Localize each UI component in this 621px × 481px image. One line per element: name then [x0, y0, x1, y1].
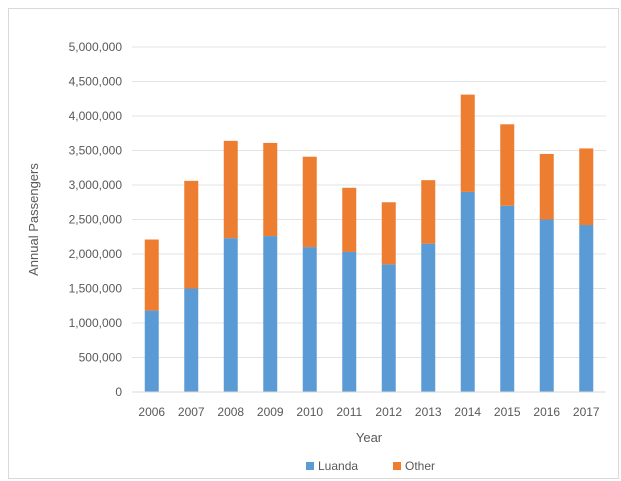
bar-other-2006 [144, 239, 159, 311]
y-tick-label: 4,500,000 [69, 75, 123, 89]
y-axis-title: Annual Passengers [26, 163, 41, 276]
legend-swatch-other [393, 462, 401, 470]
bar-luanda-2014 [460, 191, 475, 392]
bar-other-2011 [342, 187, 357, 252]
x-tick-label: 2015 [494, 405, 521, 419]
bar-luanda-2016 [539, 219, 554, 392]
y-tick-label: 0 [115, 385, 122, 399]
y-tick-label: 2,000,000 [69, 247, 123, 261]
y-tick-label: 500,000 [79, 351, 123, 365]
bar-luanda-2012 [381, 264, 396, 392]
legend-label-other: Other [405, 459, 435, 473]
bar-other-2017 [579, 148, 594, 226]
x-axis-ticks: 2006 2007 2008 2009 2010 2011 2012 2013 2014 2015… [138, 405, 600, 419]
x-tick-label: 2010 [296, 405, 323, 419]
bar-other-2009 [263, 142, 278, 237]
x-tick-label: 2012 [375, 405, 402, 419]
bar-luanda-2017 [579, 225, 594, 392]
x-tick-label: 2016 [533, 405, 560, 419]
bar-other-2014 [460, 94, 475, 192]
bars [144, 94, 594, 392]
bar-other-2015 [500, 124, 515, 206]
bar-luanda-2008 [223, 238, 238, 392]
x-axis-title: Year [356, 430, 383, 445]
x-tick-label: 2017 [573, 405, 600, 419]
y-axis-ticks: 0 500,000 1,000,000 1,500,000 2,000,000 2,500… [69, 40, 123, 399]
bar-luanda-2013 [421, 243, 436, 392]
y-tick-label: 1,000,000 [69, 316, 123, 330]
bar-luanda-2007 [184, 288, 199, 392]
y-tick-label: 1,500,000 [69, 282, 123, 296]
bar-other-2016 [539, 153, 554, 220]
y-tick-label: 4,000,000 [69, 109, 123, 123]
bar-other-2013 [421, 180, 436, 244]
y-tick-label: 3,500,000 [69, 144, 123, 158]
bar-other-2012 [381, 202, 396, 265]
legend-label-luanda: Luanda [318, 459, 358, 473]
bar-luanda-2006 [144, 310, 159, 392]
x-tick-label: 2013 [415, 405, 442, 419]
y-tick-label: 3,000,000 [69, 178, 123, 192]
x-tick-label: 2011 [336, 405, 362, 419]
x-tick-label: 2007 [178, 405, 205, 419]
bar-luanda-2011 [342, 251, 357, 392]
x-tick-label: 2014 [454, 405, 481, 419]
x-tick-label: 2009 [257, 405, 284, 419]
gridlines [132, 46, 606, 358]
bar-other-2008 [223, 140, 238, 239]
y-tick-label: 2,500,000 [69, 213, 123, 227]
bar-other-2010 [302, 156, 317, 248]
bar-other-2007 [184, 180, 199, 289]
bar-luanda-2009 [263, 236, 278, 392]
legend-swatch-luanda [306, 462, 314, 470]
x-tick-label: 2006 [138, 405, 165, 419]
legend: Luanda Other [306, 459, 435, 473]
y-tick-label: 5,000,000 [69, 40, 123, 54]
bar-luanda-2015 [500, 205, 515, 392]
bar-luanda-2010 [302, 247, 317, 392]
x-tick-label: 2008 [217, 405, 244, 419]
